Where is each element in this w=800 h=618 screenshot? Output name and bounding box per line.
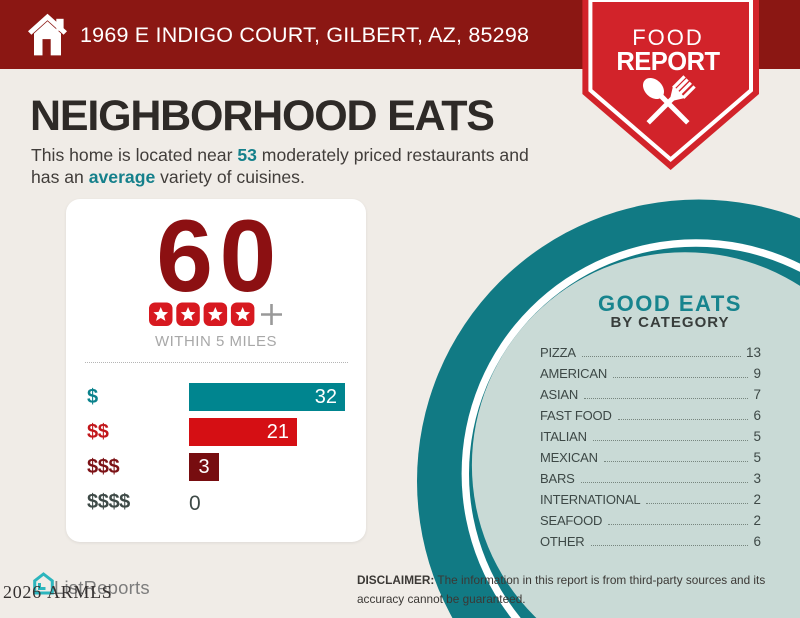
svg-text:REPORT: REPORT — [616, 48, 720, 76]
svg-text:FOOD: FOOD — [632, 25, 704, 50]
